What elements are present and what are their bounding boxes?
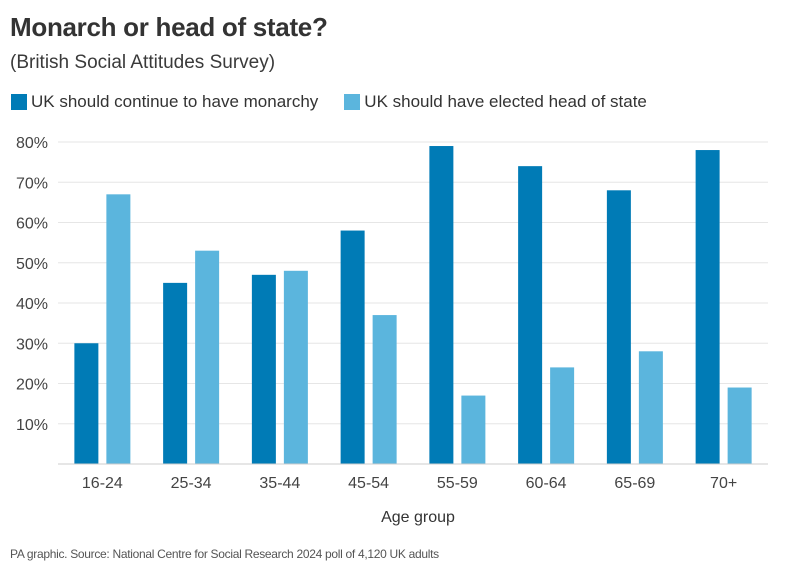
- x-tick-label: 35-44: [259, 475, 300, 492]
- legend-label-monarchy: UK should continue to have monarchy: [31, 92, 319, 111]
- bar-monarchy-16-24: [74, 343, 99, 464]
- legend: UK should continue to have monarchy UK s…: [11, 92, 673, 112]
- x-tick-label: 25-34: [171, 475, 212, 492]
- y-tick-label: 10%: [16, 417, 48, 434]
- y-tick-label: 80%: [16, 135, 48, 152]
- legend-item-monarchy: UK should continue to have monarchy: [11, 92, 318, 112]
- bar-elected-16-24: [106, 194, 131, 464]
- bar-elected-45-54: [372, 315, 397, 464]
- chart-title: Monarch or head of state?: [10, 12, 328, 42]
- chart-subtitle: (British Social Attitudes Survey): [10, 52, 276, 73]
- y-tick-label: 20%: [16, 377, 48, 394]
- source-note: PA graphic. Source: National Centre for …: [10, 547, 439, 561]
- legend-label-elected: UK should have elected head of state: [364, 92, 647, 111]
- bar-monarchy-55-59: [429, 146, 454, 464]
- bar-monarchy-70+: [695, 150, 720, 465]
- bar-monarchy-35-44: [251, 274, 276, 464]
- bar-elected-55-59: [461, 395, 486, 464]
- y-tick-label: 30%: [16, 336, 48, 353]
- bar-elected-35-44: [283, 270, 308, 464]
- x-tick-label: 45-54: [348, 475, 389, 492]
- y-tick-label: 60%: [16, 216, 48, 233]
- legend-swatch-monarchy: [11, 94, 27, 110]
- x-tick-label: 55-59: [437, 475, 478, 492]
- bar-monarchy-60-64: [518, 166, 543, 464]
- x-axis-title: Age group: [381, 509, 455, 526]
- bar-monarchy-25-34: [163, 282, 188, 464]
- y-tick-label: 50%: [16, 256, 48, 273]
- bar-elected-65-69: [638, 351, 663, 464]
- x-tick-label: 65-69: [614, 475, 655, 492]
- x-tick-label: 70+: [710, 475, 737, 492]
- x-axis-ticks: 16-24 25-34 35-44 45-54 55-59 60-64 65-69 70+: [82, 475, 737, 492]
- x-tick-label: 60-64: [526, 475, 567, 492]
- y-axis-ticks: 10% 20% 30% 40% 50% 60% 70% 80%: [16, 135, 48, 434]
- legend-item-elected: UK should have elected head of state: [344, 92, 647, 112]
- y-tick-label: 70%: [16, 175, 48, 192]
- legend-swatch-elected: [344, 94, 361, 110]
- x-tick-label: 16-24: [82, 475, 123, 492]
- bar-monarchy-65-69: [606, 190, 631, 465]
- bar-elected-70+: [727, 387, 752, 464]
- bar-elected-60-64: [550, 367, 575, 464]
- y-tick-label: 40%: [16, 296, 48, 313]
- bars: [74, 146, 752, 465]
- bar-monarchy-45-54: [340, 230, 365, 464]
- bar-elected-25-34: [195, 250, 220, 464]
